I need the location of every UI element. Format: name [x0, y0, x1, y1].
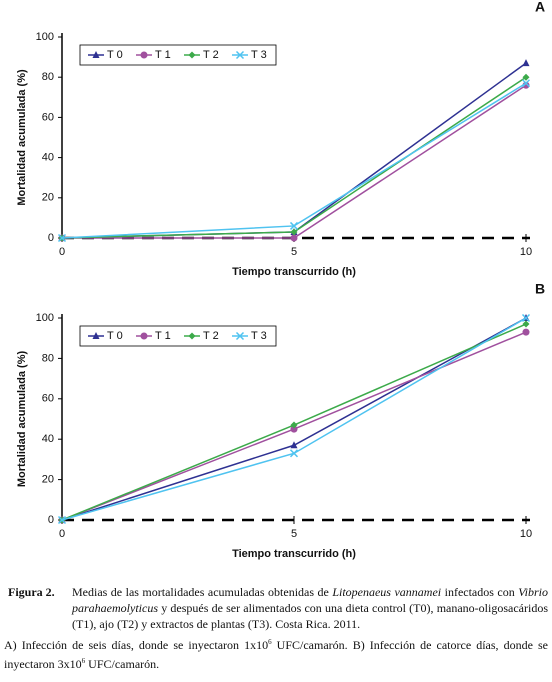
marker — [140, 51, 148, 59]
x-tick-label: 10 — [520, 246, 532, 258]
caption-label: Figura 2. — [8, 585, 55, 599]
marker — [289, 449, 299, 458]
y-tick-label: 0 — [48, 514, 54, 526]
legend-label: T 2 — [203, 330, 219, 342]
x-tick-label: 0 — [59, 246, 65, 258]
x-axis-label: Tiempo transcurrido (h) — [232, 266, 356, 278]
marker — [522, 320, 530, 328]
panel-label: B — [535, 281, 545, 297]
caption-segment: Litopenaeus vannamei — [332, 585, 442, 599]
y-tick-label: 20 — [42, 474, 54, 486]
marker — [188, 332, 196, 340]
legend-box — [79, 325, 277, 347]
legend-label: T 2 — [203, 49, 219, 61]
marker — [290, 425, 298, 433]
marker — [235, 50, 245, 60]
series-line — [61, 62, 527, 239]
marker — [188, 51, 196, 59]
x-tick-label: 10 — [520, 528, 532, 540]
marker — [235, 331, 245, 341]
panel-label: A — [535, 0, 545, 15]
marker — [290, 228, 298, 236]
series-line — [62, 84, 527, 239]
legend-label: T 3 — [251, 49, 267, 61]
marker — [522, 328, 530, 336]
caption-segment: infectados con — [441, 585, 519, 599]
legend-label: T 3 — [251, 330, 267, 342]
series-line — [61, 76, 527, 239]
marker — [290, 234, 298, 242]
marker — [521, 313, 531, 323]
x-tick-label: 5 — [291, 528, 297, 540]
series-line — [61, 317, 527, 521]
y-axis-label: Mortalidad acumulada (%) — [16, 351, 28, 488]
marker — [522, 73, 530, 81]
y-tick-label: 40 — [42, 152, 54, 164]
caption-segment: Vibrio parahaemolyticus — [72, 585, 548, 615]
series-line — [61, 82, 527, 239]
y-tick-label: 40 — [42, 433, 54, 445]
x-axis-label: Tiempo transcurrido (h) — [232, 548, 356, 560]
caption-note: A) Infección de seis días, donde se inye… — [4, 634, 548, 672]
y-tick-label: 20 — [42, 192, 54, 204]
x-tick-label: 0 — [59, 528, 65, 540]
caption-segment: y después de ser alimentados con una die… — [72, 601, 548, 631]
marker — [289, 221, 299, 230]
marker — [290, 441, 298, 449]
y-tick-label: 100 — [36, 312, 54, 324]
series-line — [61, 317, 527, 521]
caption-segment: UFC/camarón. — [85, 657, 160, 671]
marker — [290, 421, 298, 429]
marker — [140, 332, 148, 340]
legend-label: T 0 — [107, 49, 123, 61]
legend-label: T 0 — [107, 330, 123, 342]
y-axis-label: Mortalidad acumulada (%) — [16, 69, 28, 206]
legend-box — [79, 44, 277, 66]
y-tick-label: 60 — [42, 393, 54, 405]
y-tick-label: 0 — [48, 232, 54, 244]
legend-label: T 1 — [155, 330, 171, 342]
y-tick-label: 100 — [36, 31, 54, 43]
marker — [92, 332, 100, 339]
caption-segment: 6 — [81, 657, 86, 665]
marker — [92, 51, 100, 58]
marker — [522, 59, 530, 67]
x-tick-label: 5 — [291, 246, 297, 258]
y-tick-label: 80 — [42, 352, 54, 364]
legend-label: T 1 — [155, 49, 171, 61]
caption-segment: A) Infección de seis días, donde se inye… — [4, 638, 269, 652]
marker — [57, 233, 67, 243]
caption-segment: UFC/camarón. B) Infección de catorce día… — [4, 638, 548, 671]
y-tick-label: 80 — [42, 71, 54, 83]
caption-segment: 6 — [268, 638, 272, 646]
marker — [521, 79, 531, 88]
y-tick-label: 60 — [42, 111, 54, 123]
caption-text: Medias de las mortalidades acumuladas ob… — [72, 584, 548, 632]
marker — [57, 515, 67, 525]
caption-segment: Medias de las mortalidades acumuladas ob… — [72, 585, 333, 599]
